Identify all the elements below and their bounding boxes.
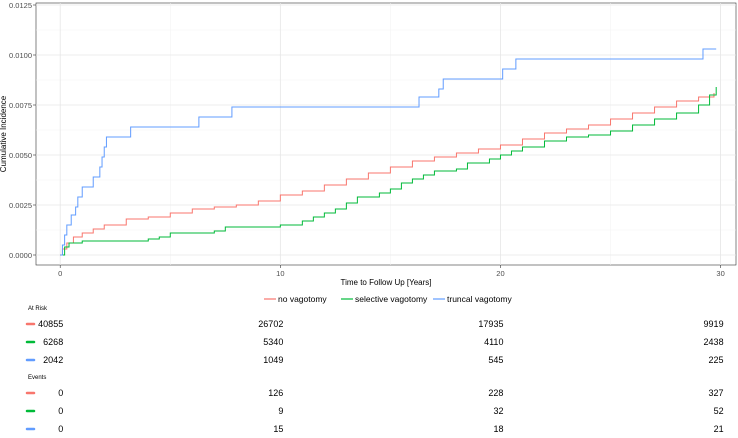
y-tick-label: 0.0025 bbox=[9, 201, 32, 210]
risk-table-cell: 2438 bbox=[704, 337, 724, 347]
risk-table-cell: 0 bbox=[58, 406, 63, 416]
y-tick-label: 0.0000 bbox=[9, 251, 32, 260]
x-tick-label: 10 bbox=[276, 269, 284, 278]
risk-table-cell: 15 bbox=[273, 424, 283, 433]
risk-table-cell: 6268 bbox=[43, 337, 63, 347]
legend-label: no vagotomy bbox=[278, 294, 327, 304]
risk-table-title: At Risk bbox=[28, 306, 48, 312]
series-line-selective-vagotomy bbox=[60, 87, 717, 256]
risk-table-cell: 2042 bbox=[43, 355, 63, 365]
legend-label: truncal vagotomy bbox=[447, 294, 512, 304]
risk-table-cell: 40855 bbox=[38, 319, 63, 329]
risk-table-cell: 9 bbox=[278, 406, 283, 416]
series-line-truncal-vagotomy bbox=[60, 48, 717, 256]
series-line-no-vagotomy bbox=[60, 93, 715, 256]
risk-table-cell: 17935 bbox=[478, 319, 503, 329]
risk-table-cell: 225 bbox=[709, 355, 724, 365]
y-tick-label: 0.0100 bbox=[9, 51, 32, 60]
risk-table-cell: 26702 bbox=[258, 319, 283, 329]
y-tick-label: 0.0075 bbox=[9, 101, 32, 110]
y-tick-label: 0.0125 bbox=[9, 1, 32, 10]
x-tick-label: 20 bbox=[496, 269, 504, 278]
risk-table-cell: 4110 bbox=[484, 337, 503, 347]
risk-table-cell: 545 bbox=[488, 355, 503, 365]
y-tick-label: 0.0050 bbox=[9, 151, 32, 160]
risk-table-cell: 52 bbox=[714, 406, 724, 416]
series-lines bbox=[60, 48, 717, 256]
risk-table-cell: 32 bbox=[493, 406, 503, 416]
minor-grid bbox=[36, 3, 736, 265]
risk-table-cell: 5340 bbox=[263, 337, 283, 347]
risk-table-cell: 0 bbox=[58, 388, 63, 398]
risk-table-cell: 0 bbox=[58, 424, 63, 433]
x-axis-ticks: 0 10 20 30 bbox=[58, 265, 725, 278]
legend-label: selective vagotomy bbox=[355, 294, 428, 304]
major-grid bbox=[36, 3, 736, 265]
x-tick-label: 30 bbox=[716, 269, 724, 278]
legend: no vagotomy selective vagotomy truncal vag… bbox=[264, 294, 512, 304]
x-axis-label: Time to Follow Up [Years] bbox=[341, 278, 432, 287]
y-axis-label: Cumulative Incidence bbox=[0, 95, 8, 172]
risk-table-cell: 327 bbox=[709, 388, 724, 398]
risk-table-cell: 228 bbox=[488, 388, 503, 398]
risk-table-cell: 9919 bbox=[704, 319, 724, 329]
risk-table-cell: 126 bbox=[268, 388, 283, 398]
risk-table-title: Events bbox=[28, 375, 46, 381]
risk-table-cell: 21 bbox=[714, 424, 724, 433]
risk-table-cell: 18 bbox=[493, 424, 503, 433]
panel-background bbox=[35, 2, 737, 266]
risk-table-cell: 1049 bbox=[263, 355, 283, 365]
y-axis-ticks: 0.0000 0.0025 0.0050 0.0075 0.0100 0.0125 bbox=[9, 1, 36, 260]
risk-table: At Risk 40855 26702 17935 9919 6268 5340 4110 24… bbox=[25, 306, 724, 434]
x-tick-label: 0 bbox=[58, 269, 62, 278]
